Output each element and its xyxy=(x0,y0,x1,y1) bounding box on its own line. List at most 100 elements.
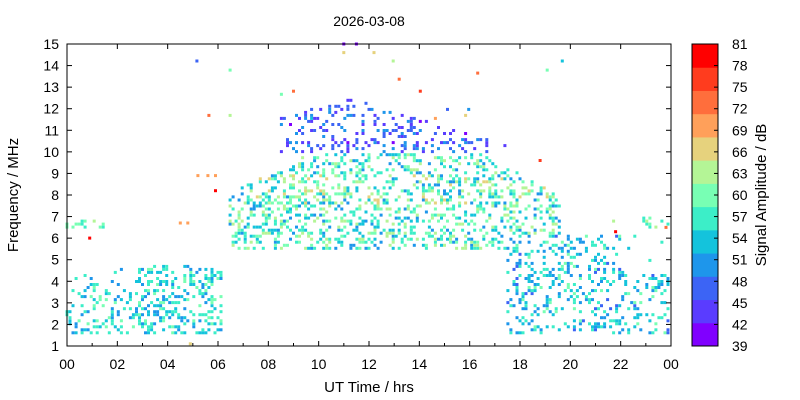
data-point xyxy=(551,192,555,196)
data-point xyxy=(578,310,582,314)
data-point xyxy=(614,230,618,234)
data-point xyxy=(367,107,371,111)
data-point xyxy=(506,213,510,217)
data-point xyxy=(473,213,477,217)
data-point xyxy=(189,274,193,277)
data-point xyxy=(319,201,323,205)
data-point xyxy=(554,277,558,280)
data-point xyxy=(639,328,643,332)
data-point xyxy=(382,186,386,190)
data-point xyxy=(515,261,519,265)
data-point xyxy=(367,156,371,160)
data-point xyxy=(373,141,377,145)
data-point xyxy=(264,180,268,184)
data-point xyxy=(409,231,413,235)
data-point xyxy=(331,144,335,148)
data-point xyxy=(192,295,196,299)
data-point xyxy=(524,216,528,220)
data-point xyxy=(566,243,570,247)
data-point xyxy=(385,180,389,184)
data-point xyxy=(421,237,425,241)
data-point xyxy=(214,189,217,193)
y-tick-label: 13 xyxy=(43,79,59,95)
x-tick-label: 22 xyxy=(613,356,629,372)
data-point xyxy=(92,325,96,329)
data-point xyxy=(92,319,96,323)
data-point xyxy=(551,283,555,286)
data-point xyxy=(328,107,332,111)
data-point xyxy=(162,289,166,293)
data-point xyxy=(279,116,283,120)
data-point xyxy=(409,198,413,202)
data-point xyxy=(216,270,220,274)
data-point xyxy=(437,126,440,129)
data-point xyxy=(113,270,117,274)
data-point xyxy=(467,162,471,166)
data-point xyxy=(663,331,667,335)
x-tick-label: 00 xyxy=(663,356,679,372)
data-point xyxy=(391,228,395,232)
data-point xyxy=(135,280,138,283)
data-point xyxy=(213,298,217,302)
data-point xyxy=(412,174,416,178)
data-point xyxy=(473,180,477,184)
data-point xyxy=(379,240,383,244)
data-point xyxy=(261,204,265,208)
data-point xyxy=(231,240,235,244)
data-point xyxy=(322,213,326,217)
data-point xyxy=(666,319,670,323)
data-point xyxy=(449,195,452,199)
data-point xyxy=(135,310,138,314)
data-point xyxy=(648,222,652,226)
data-point xyxy=(207,280,211,283)
data-point xyxy=(455,237,459,241)
data-point xyxy=(397,216,401,220)
data-point xyxy=(536,192,540,196)
data-point xyxy=(554,243,558,247)
data-point xyxy=(337,240,341,244)
data-point xyxy=(551,216,555,220)
data-point xyxy=(349,171,353,175)
data-point xyxy=(370,219,374,223)
data-point xyxy=(282,180,286,184)
data-point xyxy=(494,201,498,205)
data-point xyxy=(427,201,431,205)
colorbar-tick-label: 63 xyxy=(732,165,748,181)
data-point xyxy=(485,168,489,172)
data-point xyxy=(400,135,404,138)
y-tick-label: 4 xyxy=(51,273,59,289)
data-point xyxy=(578,301,582,305)
data-point xyxy=(385,168,389,172)
data-point xyxy=(542,261,546,265)
data-point xyxy=(594,313,597,317)
data-point xyxy=(412,225,416,229)
y-tick-label: 5 xyxy=(51,252,59,268)
data-point xyxy=(295,204,298,208)
data-point xyxy=(310,147,314,151)
data-point xyxy=(397,246,401,250)
colorbar-tick-label: 39 xyxy=(732,338,748,354)
data-point xyxy=(301,201,305,205)
data-point xyxy=(539,204,543,208)
data-point xyxy=(382,228,386,232)
data-point xyxy=(331,113,335,117)
data-point xyxy=(258,204,262,208)
data-point xyxy=(267,231,271,235)
data-point xyxy=(503,201,507,205)
data-point xyxy=(98,225,102,229)
data-point xyxy=(485,150,489,154)
data-point xyxy=(77,319,81,323)
data-point xyxy=(385,234,389,238)
data-point xyxy=(403,168,407,172)
data-point xyxy=(530,319,534,323)
data-point xyxy=(322,135,326,138)
y-tick-label: 8 xyxy=(51,187,59,203)
data-point xyxy=(412,116,416,120)
data-point xyxy=(542,222,546,226)
data-point xyxy=(476,210,480,214)
data-point xyxy=(430,213,434,217)
data-point xyxy=(382,135,386,138)
data-point xyxy=(588,298,591,302)
data-point xyxy=(189,270,193,274)
data-point xyxy=(141,283,144,286)
